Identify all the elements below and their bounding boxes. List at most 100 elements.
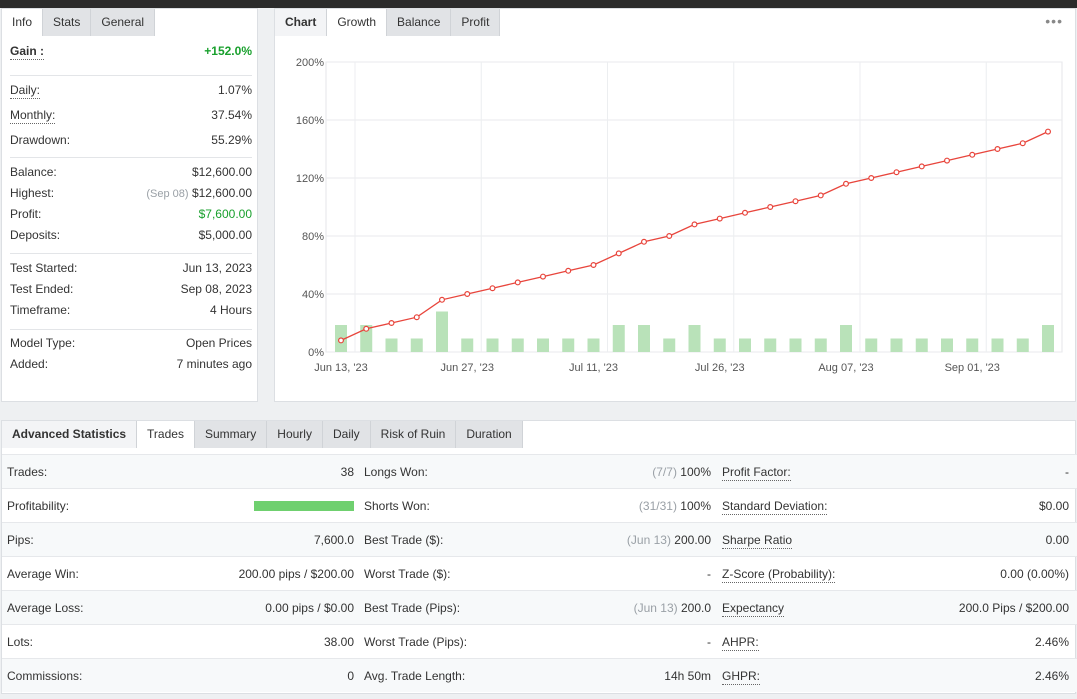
tab-profit[interactable]: Profit bbox=[451, 9, 501, 36]
bar bbox=[360, 325, 373, 352]
bar bbox=[461, 338, 474, 352]
growth-point bbox=[514, 279, 521, 286]
stat-label: Avg. Trade Length: bbox=[364, 669, 466, 683]
highest-date: (Sep 08) bbox=[146, 188, 189, 200]
growth-point bbox=[893, 169, 900, 176]
gain-value: +152.0% bbox=[204, 44, 252, 58]
bar bbox=[966, 338, 979, 352]
tab-summary[interactable]: Summary bbox=[194, 421, 268, 448]
stat-value: 0.00 pips / $0.00 bbox=[265, 601, 354, 615]
bar bbox=[739, 338, 751, 352]
bar bbox=[663, 338, 676, 352]
test-ended-value: Sep 08, 2023 bbox=[180, 282, 252, 296]
highest-row: Highest: (Sep 08) $12,600.00 bbox=[10, 183, 252, 204]
balance-label: Balance: bbox=[10, 165, 57, 179]
timeframe-label: Timeframe: bbox=[10, 303, 71, 317]
y-tick-label: 80% bbox=[302, 231, 324, 243]
stat-label[interactable]: Expectancy bbox=[722, 601, 785, 617]
stat-value: 100% bbox=[680, 465, 711, 479]
tab-info[interactable]: Info bbox=[2, 9, 44, 36]
x-tick-label: Aug 07, '23 bbox=[818, 362, 873, 374]
more-options-icon[interactable]: ••• bbox=[1045, 13, 1063, 29]
tab-general[interactable]: General bbox=[91, 9, 156, 36]
test-started-label: Test Started: bbox=[10, 261, 78, 275]
growth-point bbox=[918, 163, 925, 170]
tab-hourly[interactable]: Hourly bbox=[267, 421, 323, 448]
growth-point bbox=[742, 209, 749, 216]
growth-point bbox=[641, 238, 648, 245]
stat-label[interactable]: AHPR: bbox=[722, 635, 759, 651]
stat-label: Worst Trade (Pips): bbox=[364, 635, 468, 649]
highest-value: $12,600.00 bbox=[191, 186, 252, 200]
tab-duration[interactable]: Duration bbox=[456, 421, 523, 448]
stat-label[interactable]: Sharpe Ratio bbox=[722, 533, 793, 549]
growth-point bbox=[716, 215, 723, 222]
bar bbox=[789, 338, 802, 352]
gain-label[interactable]: Gain : bbox=[10, 44, 45, 60]
model-type-row: Model Type: Open Prices bbox=[10, 333, 252, 354]
stat-label: Longs Won: bbox=[364, 465, 428, 479]
y-tick-label: 160% bbox=[296, 115, 324, 127]
stat-value: 38 bbox=[340, 465, 354, 479]
stat-label: Average Loss: bbox=[7, 601, 84, 615]
stat-value: 2.46% bbox=[1034, 669, 1069, 683]
bar bbox=[1042, 325, 1054, 352]
advanced-statistics-panel: Advanced Statistics Trades Summary Hourl… bbox=[1, 420, 1077, 694]
bar bbox=[713, 338, 726, 352]
stat-label[interactable]: Profit Factor: bbox=[722, 465, 791, 481]
stat-value: - bbox=[707, 635, 711, 649]
y-tick-label: 40% bbox=[302, 289, 324, 301]
x-tick-label: Jun 13, '23 bbox=[314, 362, 367, 374]
growth-point bbox=[994, 145, 1001, 152]
profit-value: $7,600.00 bbox=[198, 207, 252, 221]
growth-point bbox=[615, 250, 622, 257]
x-tick-label: Sep 01, '23 bbox=[945, 362, 1000, 374]
bar bbox=[840, 325, 852, 352]
y-tick-label: 120% bbox=[296, 173, 324, 185]
stat-note: (31/31) bbox=[638, 499, 677, 513]
stat-label[interactable]: Z-Score (Probability): bbox=[722, 567, 836, 583]
bar bbox=[688, 325, 701, 352]
bar bbox=[814, 338, 827, 352]
y-tick-label: 0% bbox=[308, 347, 324, 359]
growth-point bbox=[666, 233, 673, 240]
daily-label[interactable]: Daily: bbox=[10, 83, 41, 99]
stat-label: Average Win: bbox=[7, 567, 79, 581]
tab-balance[interactable]: Balance bbox=[387, 9, 452, 36]
bar bbox=[410, 338, 423, 352]
table-row: Trades: 38 Longs Won: (7/7) 100% Profit Fact… bbox=[2, 454, 1077, 488]
monthly-label[interactable]: Monthly: bbox=[10, 108, 56, 124]
test-group: Test Started: Jun 13, 2023 Test Ended: S… bbox=[10, 253, 252, 328]
bar bbox=[638, 325, 650, 352]
tab-daily[interactable]: Daily bbox=[322, 421, 371, 448]
info-tabs: Info Stats General bbox=[2, 9, 156, 36]
advanced-tabs: Advanced Statistics Trades Summary Hourl… bbox=[2, 421, 523, 448]
rates-group: Daily: 1.07% Monthly: 37.54% Drawdown: 5… bbox=[10, 75, 252, 157]
tab-risk-of-ruin[interactable]: Risk of Ruin bbox=[370, 421, 457, 448]
growth-point bbox=[792, 198, 799, 205]
stat-value: - bbox=[707, 567, 711, 581]
stat-value: 200.00 bbox=[674, 533, 711, 547]
stat-note: (Jun 13) bbox=[626, 533, 671, 547]
x-tick-label: Jul 26, '23 bbox=[695, 362, 745, 374]
stat-label[interactable]: GHPR: bbox=[722, 669, 761, 685]
stat-label[interactable]: Standard Deviation: bbox=[722, 499, 828, 515]
chart-tabs: Chart Growth Balance Profit bbox=[275, 9, 501, 36]
bar bbox=[890, 338, 903, 352]
profitability-bar bbox=[254, 501, 354, 511]
deposits-value: $5,000.00 bbox=[198, 228, 252, 242]
balance-group: Balance: $12,600.00 Highest: (Sep 08) $1… bbox=[10, 157, 252, 252]
balance-value: $12,600.00 bbox=[191, 165, 252, 179]
bar bbox=[436, 311, 448, 352]
tab-growth[interactable]: Growth bbox=[327, 9, 388, 36]
chart-panel: Chart Growth Balance Profit ••• 0% 40% 80%… bbox=[274, 8, 1076, 402]
growth-point bbox=[464, 291, 471, 298]
tab-stats[interactable]: Stats bbox=[43, 9, 92, 36]
tab-trades[interactable]: Trades bbox=[137, 421, 195, 448]
stat-label: Trades: bbox=[7, 465, 48, 479]
bar bbox=[941, 338, 953, 352]
stat-value: 38.00 bbox=[323, 635, 354, 649]
stat-label: Profitability: bbox=[7, 499, 70, 513]
daily-value: 1.07% bbox=[217, 83, 252, 97]
test-ended-label: Test Ended: bbox=[10, 282, 74, 296]
